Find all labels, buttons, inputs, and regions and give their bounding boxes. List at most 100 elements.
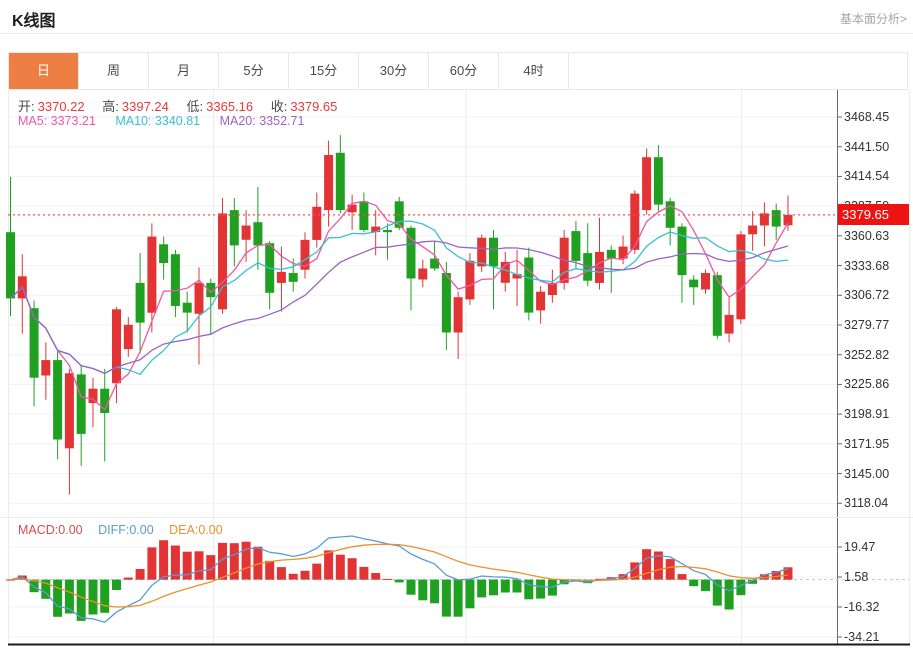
macd-bar <box>630 562 640 580</box>
candle-body <box>335 152 345 211</box>
macd-bar <box>465 579 475 609</box>
panel-divider <box>0 517 913 518</box>
tab-4[interactable]: 15分 <box>289 53 359 89</box>
macd-bar <box>170 545 180 580</box>
close-value: 3379.65 <box>290 99 338 114</box>
macd-bar <box>159 540 169 580</box>
candle-body <box>300 239 310 270</box>
macd-bar <box>724 579 734 610</box>
macd-bar <box>759 574 769 580</box>
candle-body <box>359 201 369 230</box>
macd-bar <box>300 570 310 580</box>
candle-body <box>465 260 475 300</box>
ohlc-row: 开: 3370.22 高: 3397.24 低: 3365.16 收: 3379.65 <box>18 96 337 115</box>
macd-bar <box>430 579 440 604</box>
dea-line <box>10 543 789 608</box>
macd-y-tick-3: -34.21 <box>844 630 880 644</box>
macd-y-tick-2: -16.32 <box>844 600 880 614</box>
main-y-tick-7: 3279.77 <box>844 317 890 332</box>
macd-y-tick-0: 19.47 <box>844 540 876 554</box>
macd-value: MACD:0.00 <box>18 523 83 537</box>
macd-bar <box>477 579 487 598</box>
macd-bar <box>736 579 746 596</box>
ma10-value: MA10: 3340.81 <box>115 114 201 128</box>
macd-bar <box>41 579 51 599</box>
candles-layer <box>6 135 793 495</box>
macd-bar <box>441 579 451 617</box>
candle-body <box>771 210 781 227</box>
candle-body <box>748 225 758 235</box>
macd-bar <box>771 571 781 580</box>
macd-bar <box>665 559 675 580</box>
candle-body <box>88 388 98 403</box>
macd-bar <box>701 579 710 592</box>
candle-body <box>665 201 675 228</box>
candle-body <box>453 297 463 333</box>
tab-2[interactable]: 月 <box>149 53 219 89</box>
candle-body <box>135 282 145 323</box>
macd-bar <box>383 578 392 580</box>
candle-body <box>41 360 51 376</box>
macd-bar <box>712 579 722 606</box>
candle-body <box>547 282 557 295</box>
tab-0[interactable]: 日 <box>9 53 79 89</box>
candle-body <box>712 275 722 336</box>
macd-bar <box>218 542 227 580</box>
fundamental-analysis-link[interactable]: 基本面分析> <box>839 12 907 26</box>
macd-bar <box>135 569 145 580</box>
tab-1[interactable]: 周 <box>79 53 149 89</box>
candle-body <box>29 308 39 378</box>
candle-body <box>630 193 640 250</box>
tab-3[interactable]: 5分 <box>219 53 289 89</box>
macd-bar <box>147 547 157 580</box>
interval-tabbar: 日周月 5分 15分 30分 60分 4时 <box>8 52 908 90</box>
candle-body <box>53 360 63 440</box>
candle-body <box>724 314 734 334</box>
candle-body <box>441 273 451 333</box>
macd-bar <box>489 579 498 596</box>
tab-6[interactable]: 60分 <box>429 53 499 89</box>
macd-bar <box>347 558 357 580</box>
ma10-line <box>10 220 789 376</box>
candle-body <box>241 225 251 240</box>
high-label: 高: <box>102 99 119 114</box>
tab-5[interactable]: 30分 <box>359 53 429 89</box>
candle-body <box>653 157 663 205</box>
main-y-tick-10: 3198.91 <box>844 407 890 422</box>
macd-bar <box>123 577 133 580</box>
candle-body <box>229 210 239 246</box>
current-price-tag: 3379.65 <box>838 204 909 226</box>
macd-bar <box>324 550 334 580</box>
candle-body <box>76 374 86 434</box>
candle-body <box>383 230 392 233</box>
macd-bar <box>748 579 758 584</box>
macd-bar <box>583 579 593 584</box>
main-y-tick-0: 3468.45 <box>844 110 890 124</box>
macd-bar <box>76 579 86 621</box>
candle-body <box>182 302 192 313</box>
macd-bar <box>288 573 298 580</box>
candle-body <box>206 282 216 298</box>
diff-value: DIFF:0.00 <box>98 523 154 537</box>
header-divider <box>0 33 913 34</box>
macd-bar <box>206 555 216 580</box>
candle-body <box>689 279 699 288</box>
ma5-value: MA5: 3373.21 <box>18 114 96 128</box>
macd-bar <box>276 567 286 580</box>
main-y-tick-13: 3118.04 <box>844 496 889 511</box>
macd-bar <box>536 579 546 599</box>
candle-body <box>701 273 710 290</box>
macd-bar <box>194 551 204 580</box>
candle-body <box>489 237 498 267</box>
macd-bar <box>112 579 121 590</box>
grid-lines <box>8 90 837 644</box>
macd-bar <box>512 579 522 593</box>
candle-body <box>324 155 334 211</box>
macd-info-row: MACD:0.00 DIFF:0.00 DEA:0.00 <box>18 523 235 537</box>
main-y-tick-6: 3306.72 <box>844 288 890 303</box>
tab-7[interactable]: 4时 <box>499 53 569 89</box>
high-value: 3397.24 <box>121 99 169 114</box>
macd-bar <box>253 546 263 580</box>
